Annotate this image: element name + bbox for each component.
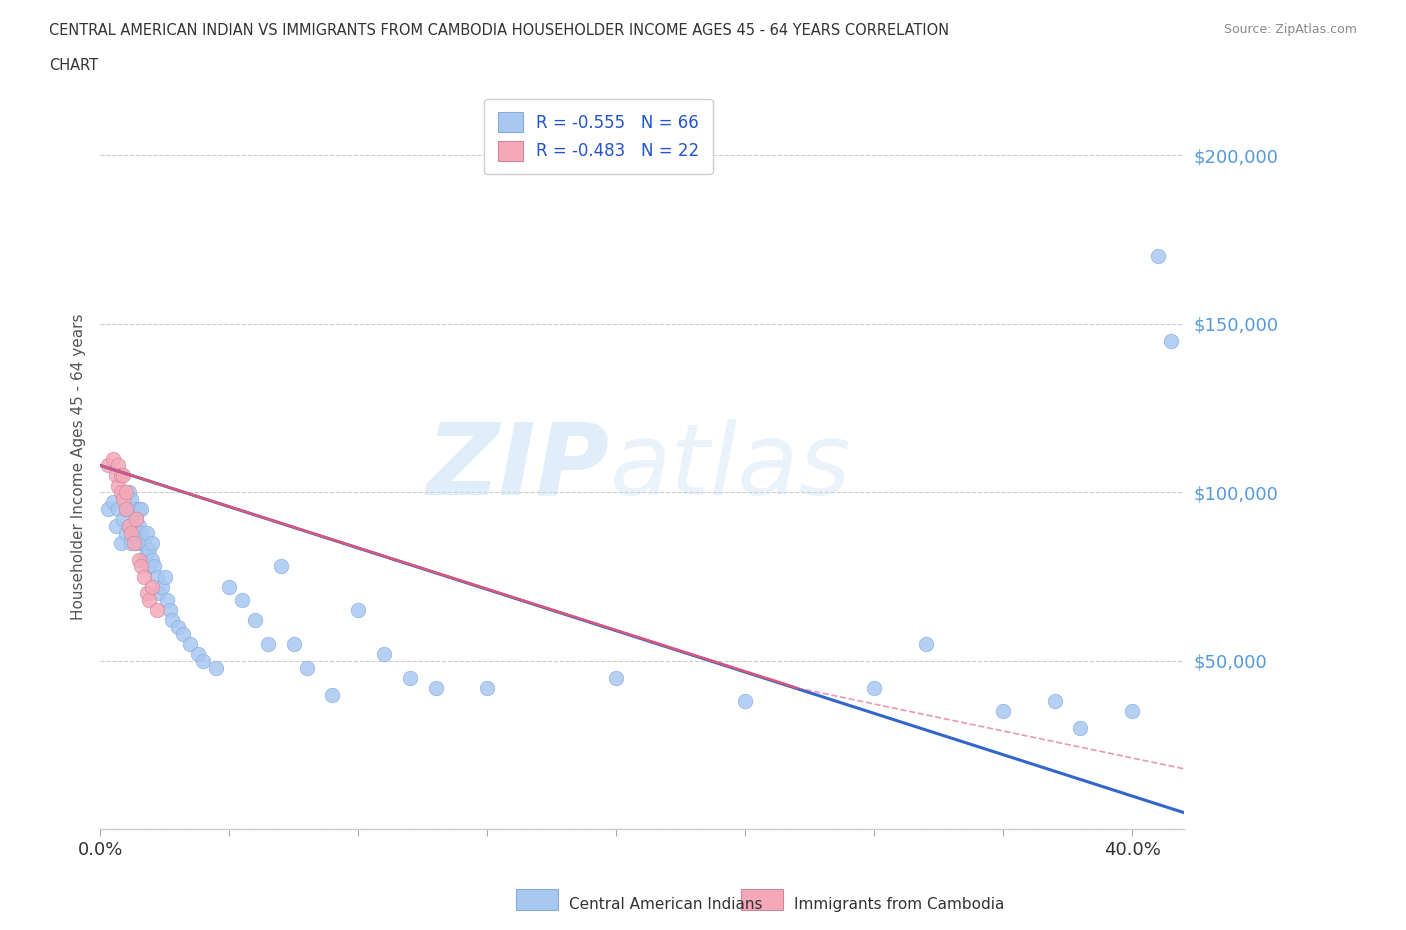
Point bbox=[1160, 333, 1182, 348]
Point bbox=[135, 525, 157, 540]
Point bbox=[1147, 249, 1170, 264]
Point bbox=[125, 512, 148, 526]
Point bbox=[166, 619, 188, 634]
Point bbox=[231, 592, 253, 607]
Point bbox=[187, 646, 209, 661]
Text: CENTRAL AMERICAN INDIAN VS IMMIGRANTS FROM CAMBODIA HOUSEHOLDER INCOME AGES 45 -: CENTRAL AMERICAN INDIAN VS IMMIGRANTS FR… bbox=[49, 23, 949, 38]
Point bbox=[1069, 721, 1091, 736]
Point bbox=[117, 519, 139, 534]
Point bbox=[122, 525, 145, 540]
Point bbox=[101, 495, 124, 510]
Point bbox=[141, 579, 163, 594]
Point bbox=[110, 468, 132, 483]
Point bbox=[128, 519, 150, 534]
Text: CHART: CHART bbox=[49, 58, 98, 73]
Point bbox=[914, 636, 936, 651]
Point bbox=[172, 627, 194, 642]
Point bbox=[991, 704, 1014, 719]
Point bbox=[115, 485, 138, 499]
Text: Source: ZipAtlas.com: Source: ZipAtlas.com bbox=[1223, 23, 1357, 36]
Point bbox=[256, 636, 278, 651]
Point bbox=[734, 694, 756, 709]
Point bbox=[115, 502, 138, 517]
Point bbox=[605, 671, 627, 685]
Point bbox=[107, 478, 129, 493]
Legend: R = -0.555   N = 66, R = -0.483   N = 22: R = -0.555 N = 66, R = -0.483 N = 22 bbox=[485, 99, 713, 174]
Point bbox=[179, 636, 201, 651]
Point bbox=[112, 512, 135, 526]
Point bbox=[125, 512, 148, 526]
Point bbox=[97, 502, 120, 517]
Point bbox=[159, 603, 181, 618]
Point bbox=[218, 579, 240, 594]
Point bbox=[162, 613, 184, 628]
Point bbox=[132, 552, 155, 567]
Point bbox=[128, 552, 150, 567]
Point bbox=[143, 559, 166, 574]
Point bbox=[146, 569, 169, 584]
Point bbox=[120, 492, 142, 507]
Point bbox=[132, 569, 155, 584]
Y-axis label: Householder Income Ages 45 - 64 years: Householder Income Ages 45 - 64 years bbox=[72, 313, 86, 620]
Point bbox=[104, 519, 127, 534]
Point bbox=[141, 536, 163, 551]
Point bbox=[295, 660, 318, 675]
Point bbox=[122, 502, 145, 517]
Point bbox=[321, 687, 343, 702]
Point bbox=[110, 485, 132, 499]
Point bbox=[122, 536, 145, 551]
Point bbox=[270, 559, 292, 574]
Point bbox=[101, 451, 124, 466]
Point bbox=[283, 636, 305, 651]
Point bbox=[193, 654, 215, 669]
Point bbox=[475, 681, 498, 696]
Point bbox=[132, 536, 155, 551]
Point bbox=[243, 613, 266, 628]
Text: atlas: atlas bbox=[609, 418, 851, 515]
Point bbox=[205, 660, 228, 675]
Point bbox=[107, 458, 129, 472]
Point bbox=[398, 671, 420, 685]
Point bbox=[104, 468, 127, 483]
Point bbox=[131, 502, 153, 517]
Point bbox=[135, 586, 157, 601]
Point bbox=[125, 536, 148, 551]
Point bbox=[373, 646, 395, 661]
Point bbox=[117, 519, 139, 534]
Point bbox=[153, 569, 176, 584]
Point bbox=[112, 468, 135, 483]
Point bbox=[135, 546, 157, 561]
Text: Central American Indians: Central American Indians bbox=[569, 897, 763, 912]
Point bbox=[128, 502, 150, 517]
Point bbox=[115, 502, 138, 517]
Point bbox=[150, 579, 173, 594]
Point bbox=[120, 525, 142, 540]
Point bbox=[156, 592, 179, 607]
Point bbox=[863, 681, 886, 696]
Point bbox=[117, 485, 139, 499]
Point bbox=[1121, 704, 1143, 719]
Point bbox=[347, 603, 370, 618]
Text: Immigrants from Cambodia: Immigrants from Cambodia bbox=[794, 897, 1005, 912]
Point bbox=[138, 542, 160, 557]
Point bbox=[115, 525, 138, 540]
Point bbox=[138, 592, 160, 607]
Point bbox=[141, 552, 163, 567]
Point bbox=[110, 536, 132, 551]
Point bbox=[148, 586, 170, 601]
Point bbox=[128, 536, 150, 551]
Point bbox=[1043, 694, 1066, 709]
Point bbox=[120, 536, 142, 551]
Point bbox=[112, 492, 135, 507]
Point bbox=[107, 502, 129, 517]
Point bbox=[131, 559, 153, 574]
Point bbox=[97, 458, 120, 472]
Text: ZIP: ZIP bbox=[426, 418, 609, 515]
Point bbox=[138, 559, 160, 574]
Point bbox=[425, 681, 447, 696]
Point bbox=[146, 603, 169, 618]
Point bbox=[131, 525, 153, 540]
